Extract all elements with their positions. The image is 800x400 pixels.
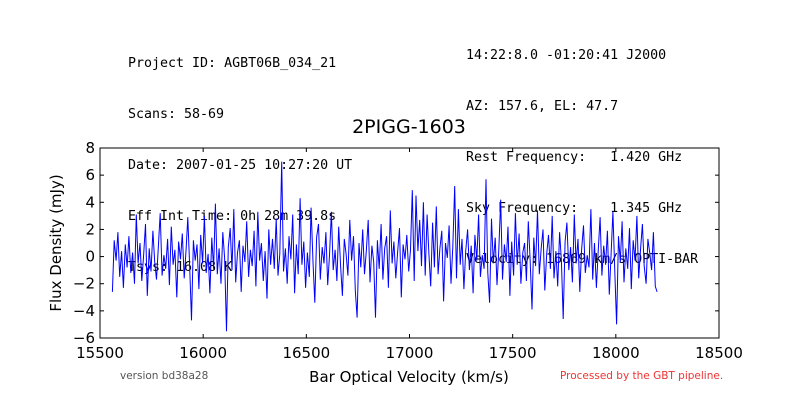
y-tick-label: 4 bbox=[85, 193, 95, 211]
x-tick-label: 17500 bbox=[489, 344, 537, 362]
project-id-text: Project ID: AGBT06B_034_21 bbox=[128, 56, 337, 71]
x-tick-label: 16500 bbox=[282, 344, 330, 362]
date-text: Date: 2007-01-25 10:27:20 UT bbox=[128, 158, 353, 173]
y-tick-label: 2 bbox=[85, 220, 95, 238]
axis-layer: 15500 16000 16500 17000 17500 18000 18500 −6 −4 −… bbox=[73, 139, 743, 362]
y-tick-label: −6 bbox=[73, 329, 95, 347]
rest-frequency-text: Rest Frequency: 1.420 GHz bbox=[466, 150, 683, 165]
y-axis-label: Flux Density (mJy) bbox=[47, 174, 65, 311]
y-tick-label: 6 bbox=[85, 166, 95, 184]
y-tick-label: −2 bbox=[73, 275, 95, 293]
chart-title: 2PIGG-1603 bbox=[352, 116, 466, 138]
plot-layer bbox=[111, 161, 658, 332]
az-el-text: AZ: 157.6, EL: 47.7 bbox=[466, 99, 619, 114]
y-tick-label: 8 bbox=[85, 139, 95, 157]
version-label: version bd38a28 bbox=[120, 370, 209, 382]
y-tick-label: 0 bbox=[85, 248, 95, 266]
y-tick-label: −4 bbox=[73, 302, 95, 320]
x-tick-label: 17000 bbox=[386, 344, 434, 362]
x-tick-label: 18000 bbox=[592, 344, 640, 362]
observation-info-right: 14:22:8.0 -01:20:41 J2000 AZ: 157.6, EL:… bbox=[466, 13, 698, 285]
pipeline-note: Processed by the GBT pipeline. bbox=[560, 370, 724, 382]
x-tick-label: 16000 bbox=[179, 344, 227, 362]
x-axis-label: Bar Optical Velocity (km/s) bbox=[309, 368, 509, 386]
integration-time-text: Eff Int Time: 0h 28m 39.8s bbox=[128, 209, 337, 224]
x-tick-label: 18500 bbox=[695, 344, 743, 362]
scans-text: Scans: 58-69 bbox=[128, 107, 225, 122]
spectrum-series-0 bbox=[111, 161, 658, 332]
sky-frequency-text: Sky Frequency: 1.345 GHz bbox=[466, 201, 683, 216]
x-tick-label: 15500 bbox=[76, 344, 124, 362]
observation-info-left: Project ID: AGBT06B_034_21 Scans: 58-69 … bbox=[128, 21, 352, 293]
coordinates-text: 14:22:8.0 -01:20:41 J2000 bbox=[466, 48, 667, 63]
